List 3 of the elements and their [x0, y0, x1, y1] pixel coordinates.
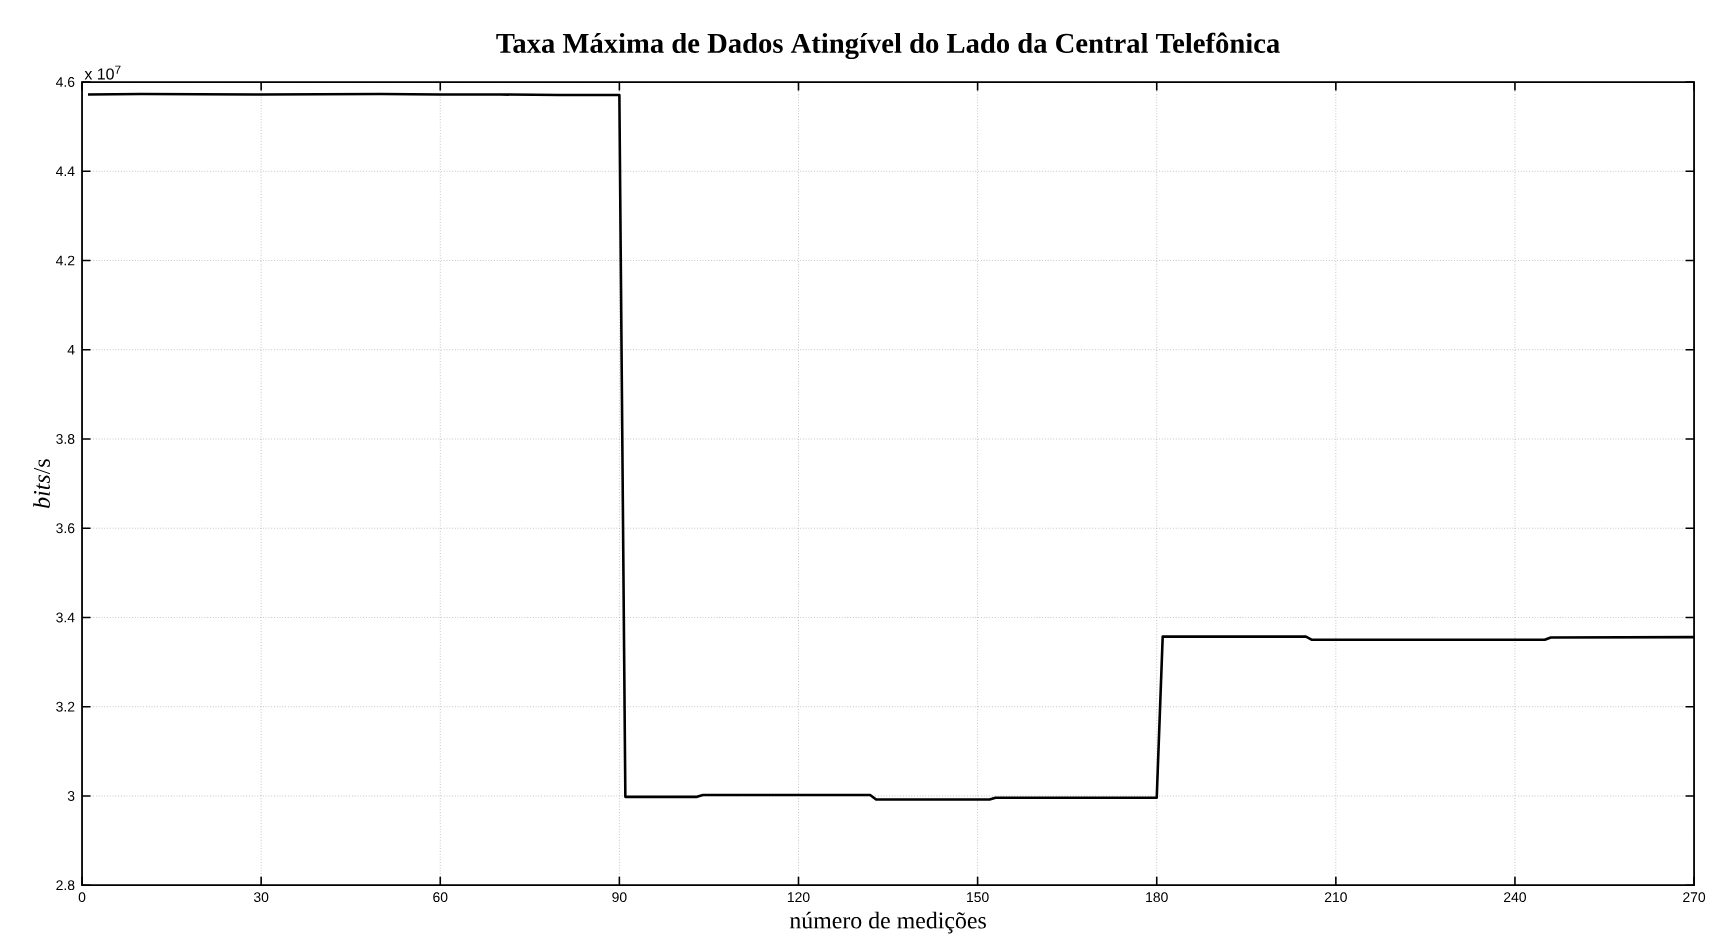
x-axis-title: número de medições [789, 911, 986, 934]
y-axis-title: bits/s [33, 459, 50, 508]
chart-title: Taxa Máxima de Dados Atingível do Lado da Central Telefônica [496, 32, 1280, 59]
